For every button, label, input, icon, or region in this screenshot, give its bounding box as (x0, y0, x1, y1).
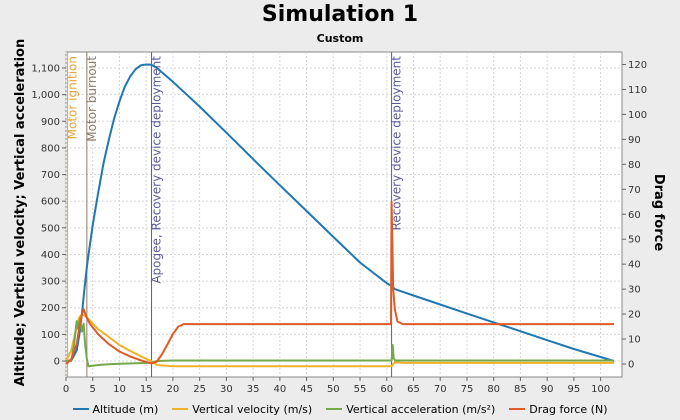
y-left-tick-label: 400 (41, 250, 60, 261)
x-tick-label: 100 (591, 384, 610, 395)
legend-item: Drag force (N) (509, 402, 608, 416)
chart-title: Simulation 1 (261, 2, 419, 27)
chart-subtitle: Custom (316, 32, 364, 45)
x-tick-label: 50 (327, 384, 340, 395)
legend-item: Vertical velocity (m/s) (172, 403, 312, 416)
x-tick-label: 75 (461, 384, 474, 395)
y-left-tick-label: 500 (41, 223, 60, 234)
legend-label: Vertical acceleration (m/s²) (346, 402, 496, 416)
legend-swatch (72, 408, 89, 410)
y-left-tick-label: 0 (54, 357, 60, 368)
event-markers: Motor ignition Motor burnout Apogee, Recov… (66, 52, 404, 377)
y-right-tick-label: 60 (628, 210, 641, 221)
x-tick-label: 40 (273, 384, 286, 395)
y-left-tick-label: 1,100 (31, 63, 60, 74)
y-right-tick-label: 0 (628, 360, 634, 371)
plot-area (65, 51, 623, 378)
x-tick-label: 25 (193, 384, 206, 395)
y-right-tick-label: 20 (628, 310, 641, 321)
y-right-tick-label: 40 (628, 260, 641, 271)
y-left-tick-label: 200 (41, 303, 60, 314)
event-label: Motor ignition (66, 56, 80, 139)
y-right-tick-label: 120 (628, 60, 647, 71)
x-tick-label: 45 (300, 384, 313, 395)
event-label: Apogee, Recovery device deployment (150, 56, 164, 284)
legend-label: Vertical velocity (m/s) (192, 402, 313, 416)
event-label: Recovery device deployment (390, 56, 404, 231)
x-tick-label: 35 (247, 384, 260, 395)
x-tick-label: 20 (167, 384, 180, 395)
y-left-tick-label: 100 (41, 330, 60, 341)
x-tick-label: 15 (140, 384, 153, 395)
legend-label: Drag force (N) (529, 402, 608, 416)
x-tick-label: 0 (63, 384, 69, 395)
event-label: Motor burnout (85, 56, 99, 142)
x-tick-label: 90 (541, 384, 554, 395)
y-right-tick-label: 80 (628, 160, 641, 171)
legend-swatch (326, 408, 343, 410)
legend-item: Altitude (m) (72, 402, 159, 416)
series-line (65, 200, 614, 365)
legend-item: Vertical acceleration (m/s²) (326, 403, 495, 416)
x-tick-label: 60 (380, 384, 393, 395)
series-lines (65, 63, 615, 368)
y-right-tick-label: 50 (628, 235, 641, 246)
y-left-tick-label: 1,000 (31, 90, 60, 101)
x-tick-label: 55 (354, 384, 367, 395)
y-left-tick-label: 800 (41, 143, 60, 154)
axes: 0 5 10 15 20 25 30 35 40 45 50 55 60 65 70 75 80 85 90 95 10… (31, 60, 647, 395)
x-tick-label: 65 (407, 384, 420, 395)
y-right-tick-label: 70 (628, 185, 641, 196)
y-left-tick-label: 600 (41, 197, 60, 208)
legend: Altitude (m) Vertical velocity (m/s) Verti… (0, 400, 680, 418)
series-line (65, 63, 615, 362)
y-left-tick-label: 900 (41, 117, 60, 128)
legend-swatch (172, 408, 189, 410)
x-tick-label: 30 (220, 384, 233, 395)
y-right-tick-label: 30 (628, 285, 641, 296)
y-right-tick-label: 90 (628, 135, 641, 146)
x-tick-label: 70 (434, 384, 447, 395)
x-tick-label: 80 (487, 384, 500, 395)
y-right-tick-label: 110 (628, 85, 647, 96)
legend-label: Altitude (m) (92, 402, 159, 416)
y-left-tick-label: 300 (41, 277, 60, 288)
x-tick-label: 10 (113, 384, 126, 395)
x-tick-label: 5 (90, 384, 96, 395)
x-tick-label: 85 (514, 384, 527, 395)
grid (65, 52, 622, 377)
x-tick-label: 95 (568, 384, 581, 395)
y-right-tick-label: 10 (628, 335, 641, 346)
y-left-tick-label: 700 (41, 170, 60, 181)
legend-swatch (509, 408, 526, 410)
y-axis-left-label: Altitude; Vertical velocity; Vertical ac… (13, 39, 28, 387)
y-axis-right-label: Drag force (651, 174, 666, 252)
y-right-tick-label: 100 (628, 110, 647, 121)
